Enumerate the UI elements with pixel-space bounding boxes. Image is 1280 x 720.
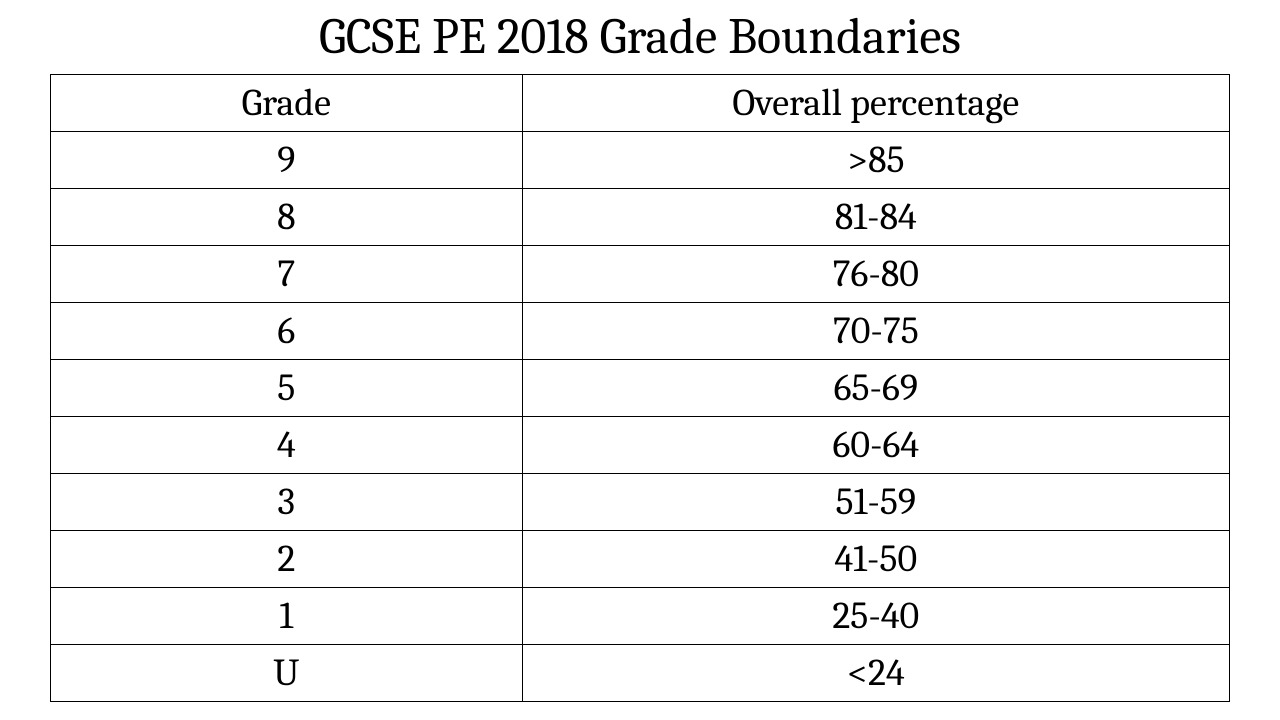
grade-cell: 7 bbox=[51, 246, 523, 303]
grade-cell: 4 bbox=[51, 417, 523, 474]
percentage-cell: 76-80 bbox=[522, 246, 1229, 303]
table-row: 3 51-59 bbox=[51, 474, 1230, 531]
table-row: 8 81-84 bbox=[51, 189, 1230, 246]
percentage-cell: 60-64 bbox=[522, 417, 1229, 474]
column-header-percentage: Overall percentage bbox=[522, 75, 1229, 132]
table-header-row: Grade Overall percentage bbox=[51, 75, 1230, 132]
table-row: U <24 bbox=[51, 645, 1230, 702]
grade-cell: 6 bbox=[51, 303, 523, 360]
percentage-cell: <24 bbox=[522, 645, 1229, 702]
grade-cell: 8 bbox=[51, 189, 523, 246]
table-row: 1 25-40 bbox=[51, 588, 1230, 645]
table-row: 5 65-69 bbox=[51, 360, 1230, 417]
table-row: 6 70-75 bbox=[51, 303, 1230, 360]
table-row: 7 76-80 bbox=[51, 246, 1230, 303]
percentage-cell: 51-59 bbox=[522, 474, 1229, 531]
percentage-cell: 70-75 bbox=[522, 303, 1229, 360]
table-row: 4 60-64 bbox=[51, 417, 1230, 474]
grade-boundaries-table: Grade Overall percentage 9 >85 8 81-84 7… bbox=[50, 74, 1230, 702]
grade-cell: 5 bbox=[51, 360, 523, 417]
column-header-grade: Grade bbox=[51, 75, 523, 132]
percentage-cell: 81-84 bbox=[522, 189, 1229, 246]
grade-cell: U bbox=[51, 645, 523, 702]
percentage-cell: >85 bbox=[522, 132, 1229, 189]
grade-cell: 1 bbox=[51, 588, 523, 645]
percentage-cell: 65-69 bbox=[522, 360, 1229, 417]
table-row: 2 41-50 bbox=[51, 531, 1230, 588]
grade-cell: 9 bbox=[51, 132, 523, 189]
percentage-cell: 41-50 bbox=[522, 531, 1229, 588]
table-row: 9 >85 bbox=[51, 132, 1230, 189]
page-title: GCSE PE 2018 Grade Boundaries bbox=[319, 8, 961, 66]
percentage-cell: 25-40 bbox=[522, 588, 1229, 645]
grade-cell: 2 bbox=[51, 531, 523, 588]
grade-cell: 3 bbox=[51, 474, 523, 531]
